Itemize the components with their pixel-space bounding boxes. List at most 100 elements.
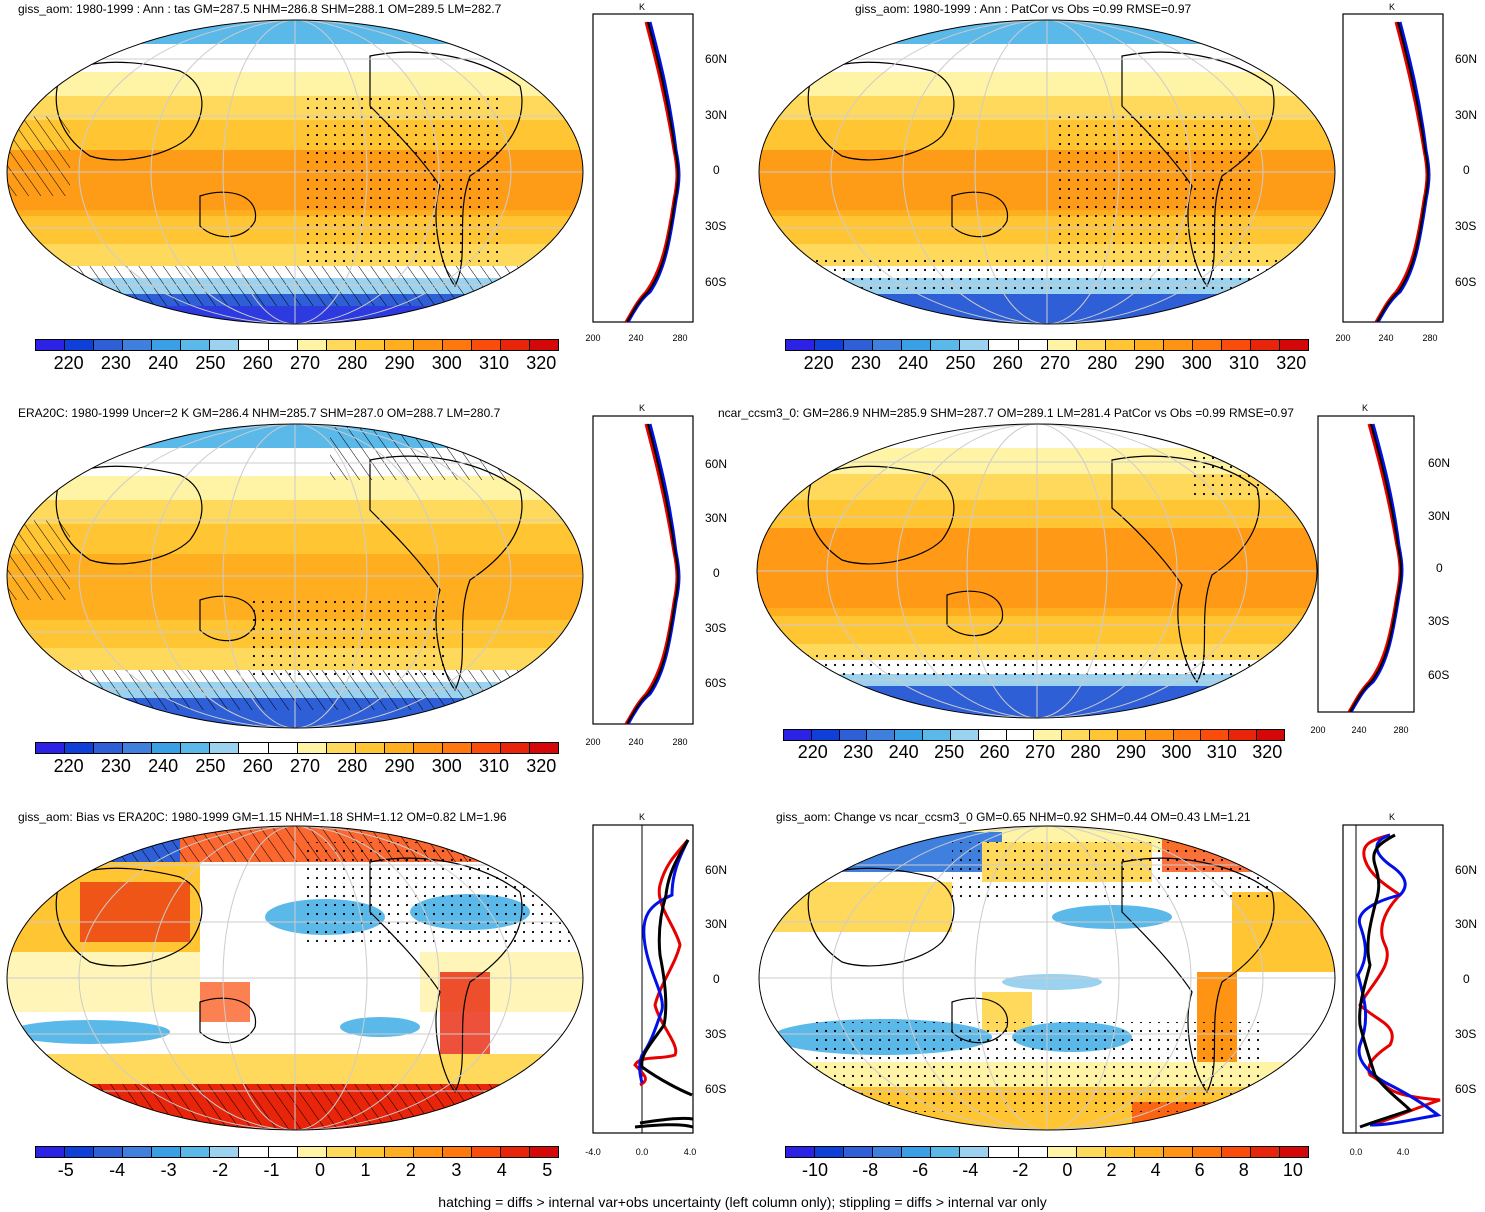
- zonal-xtick: 0.0: [1350, 1147, 1363, 1157]
- zonal-xtick: 200: [585, 333, 600, 343]
- panel-1-title: giss_aom: 1980-1999 : Ann : tas GM=287.5…: [18, 2, 502, 16]
- cbar-tick: 280: [1070, 742, 1101, 762]
- zonal-xtick: 280: [1422, 333, 1437, 343]
- cbar-tick: 270: [289, 756, 320, 776]
- cbar-tick: 270: [1039, 353, 1070, 373]
- panel-6-map: [758, 825, 1336, 1131]
- cbar-tick: 6: [1194, 1160, 1205, 1180]
- cbar-tick: 0: [314, 1160, 325, 1180]
- cbar-tick: 230: [843, 742, 874, 762]
- zonal-ytick: 30N: [1455, 917, 1478, 931]
- zonal-ytick: 60N: [705, 52, 728, 66]
- cbar-tick: 290: [1115, 742, 1146, 762]
- cbar-tick: 310: [1206, 742, 1237, 762]
- panel-6-colorbar: [785, 1146, 1309, 1158]
- cbar-tick: 270: [289, 353, 320, 373]
- cbar-tick: -4: [109, 1160, 126, 1180]
- cbar-tick: 220: [53, 353, 84, 373]
- zonal-xtick: 240: [1378, 333, 1393, 343]
- zonal-xtick: 280: [1393, 725, 1408, 735]
- panel-4-title: ncar_ccsm3_0: GM=286.9 NHM=285.9 SHM=287…: [718, 406, 1294, 420]
- cbar-tick: 300: [1181, 353, 1212, 373]
- cbar-tick: -2: [1012, 1160, 1029, 1180]
- panel-4-map: [756, 423, 1318, 719]
- cbar-tick: 8: [1238, 1160, 1249, 1180]
- cbar-tick: -2: [212, 1160, 229, 1180]
- cbar-tick: 320: [1252, 742, 1283, 762]
- cbar-tick: 230: [100, 353, 131, 373]
- panel-1-colorbar: [35, 339, 559, 351]
- panel-1-colorbar-labels: 220 230 240 250 260 270 280 290 300 310 320: [45, 353, 565, 374]
- cbar-tick: -5: [57, 1160, 74, 1180]
- cbar-tick: 310: [479, 756, 510, 776]
- cbar-tick: -4: [962, 1160, 979, 1180]
- panel-4-colorbar: [783, 729, 1285, 741]
- cbar-tick: 230: [850, 353, 881, 373]
- cbar-tick: 300: [431, 353, 462, 373]
- zonal-ytick: 30S: [705, 219, 727, 233]
- cbar-tick: 250: [195, 353, 226, 373]
- panel-3-colorbar: [35, 742, 559, 754]
- cbar-tick: 260: [242, 756, 273, 776]
- cbar-tick: 240: [898, 353, 929, 373]
- cbar-tick: 290: [1134, 353, 1165, 373]
- cbar-tick: 290: [384, 756, 415, 776]
- cbar-tick: 4: [496, 1160, 507, 1180]
- zonal-ytick: 60N: [1455, 863, 1478, 877]
- zonal-ytick: 60N: [1455, 52, 1478, 66]
- panel-4-zonal-mean-plot: K 200 240 280: [1310, 403, 1415, 735]
- zonal-ytick: 30S: [1455, 219, 1477, 233]
- cbar-tick: -6: [912, 1160, 929, 1180]
- cbar-tick: 220: [53, 756, 84, 776]
- cbar-tick: 300: [1161, 742, 1192, 762]
- panel-6-zonal-mean-plot: K 0.0 4.0: [1342, 812, 1444, 1157]
- cbar-tick: 250: [945, 353, 976, 373]
- zonal-xtick: 240: [628, 333, 643, 343]
- zonal-unit: K: [1389, 812, 1395, 822]
- cbar-tick: 4: [1150, 1160, 1161, 1180]
- cbar-tick: 230: [100, 756, 131, 776]
- cbar-tick: 240: [888, 742, 919, 762]
- panel-2-title: giss_aom: 1980-1999 : Ann : PatCor vs Ob…: [855, 2, 1192, 16]
- zonal-ytick: 0: [1463, 163, 1470, 177]
- cbar-tick: 250: [934, 742, 965, 762]
- zonal-unit: K: [639, 2, 645, 12]
- panel-2-zonal-mean-plot: K 200 240 280: [1335, 2, 1444, 343]
- cbar-tick: 250: [195, 756, 226, 776]
- zonal-unit: K: [639, 403, 645, 413]
- zonal-unit: K: [639, 812, 645, 822]
- cbar-tick: 2: [1106, 1160, 1117, 1180]
- panel-1-zonal-mean-plot: K 200 240 280: [585, 2, 694, 343]
- zonal-xtick: 240: [628, 737, 643, 747]
- cbar-tick: 280: [1087, 353, 1118, 373]
- cbar-tick: 270: [1024, 742, 1056, 762]
- zonal-ytick: 30S: [1455, 1027, 1477, 1041]
- panel-3-zonal-mean-plot: K 200 240 280: [585, 403, 694, 747]
- zonal-unit: K: [1362, 403, 1368, 413]
- zonal-xtick: 200: [1335, 333, 1350, 343]
- zonal-ytick: 0: [713, 566, 720, 580]
- zonal-ytick: 60S: [1455, 1082, 1477, 1096]
- cbar-tick: 240: [148, 353, 179, 373]
- cbar-tick: -3: [160, 1160, 177, 1180]
- zonal-xtick: -4.0: [585, 1147, 601, 1157]
- panel-6-title: giss_aom: Change vs ncar_ccsm3_0 GM=0.65…: [776, 810, 1251, 824]
- cbar-tick: 310: [1229, 353, 1260, 373]
- cbar-tick: 280: [337, 756, 368, 776]
- panel-5-zonal-mean-plot: K -4.0 0.0 4.0: [585, 812, 697, 1157]
- zonal-xtick: 4.0: [684, 1147, 697, 1157]
- figure-footnote: hatching = diffs > internal var+obs unce…: [438, 1194, 1047, 1210]
- cbar-tick: 260: [242, 353, 273, 373]
- zonal-ytick: 60S: [1455, 275, 1477, 289]
- cbar-tick: 320: [526, 353, 557, 373]
- cbar-tick: 220: [803, 353, 834, 373]
- panel-5-map: [6, 825, 584, 1131]
- cbar-tick: 0: [1062, 1160, 1073, 1180]
- panel-2-map: [758, 19, 1336, 325]
- zonal-ytick: 0: [1463, 972, 1470, 986]
- zonal-unit: K: [1389, 2, 1395, 12]
- zonal-xtick: 200: [1310, 725, 1325, 735]
- cbar-tick: -10: [802, 1160, 829, 1180]
- zonal-ytick: 30N: [705, 917, 728, 931]
- panel-6-colorbar-labels: -10 -8 -6 -4 -2 0 2 4 6 8 10: [785, 1160, 1320, 1181]
